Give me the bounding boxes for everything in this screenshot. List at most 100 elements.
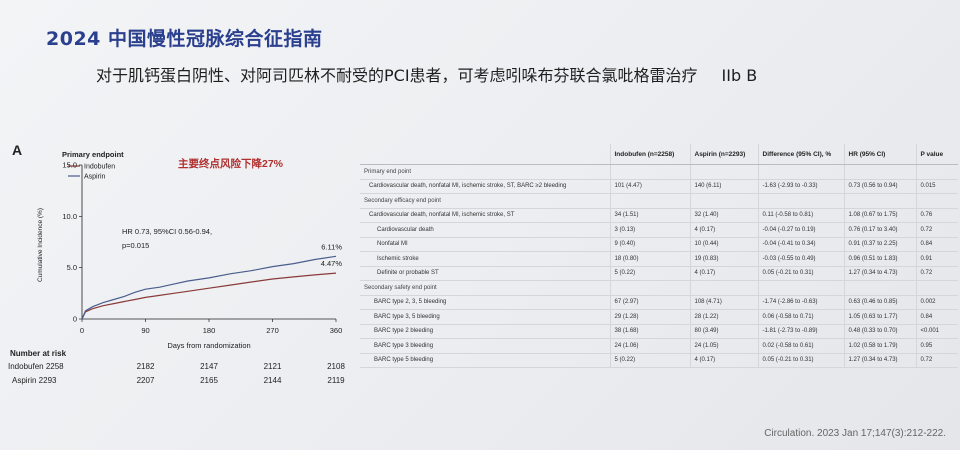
table-cell: 0.002 [915, 295, 958, 310]
table-section-row: Secondary efficacy end point [360, 193, 958, 209]
table-section-row: Primary end point [360, 164, 958, 180]
table-cell: 0.84 [915, 237, 958, 252]
risk-table-title: Number at risk [10, 349, 67, 358]
table-row-label: Secondary efficacy end point [360, 193, 610, 209]
table-cell: 4 (0.17) [689, 353, 758, 368]
x-tick-label: 270 [266, 326, 279, 335]
table-header-difference: Difference (95% CI), % [757, 144, 844, 165]
table-cell [689, 193, 758, 209]
table-row: Cardiovascular death, nonfatal MI, ische… [360, 208, 958, 223]
table-row-label: BARC type 5 bleeding [360, 353, 610, 368]
table-cell: 108 (4.71) [689, 295, 758, 310]
table-cell: 1.27 (0.34 to 4.73) [843, 266, 916, 281]
table-row-label: Definite or probable ST [360, 266, 610, 281]
table-row-label: BARC type 2 bleeding [360, 324, 610, 339]
recommendation-text: 对于肌钙蛋白阴性、对阿司匹林不耐受的PCI患者，可考虑吲哚布芬联合氯吡格雷治疗 I… [96, 62, 757, 86]
table-row: Definite or probable ST 5 (0.22) 4 (0.17) 0… [360, 266, 958, 281]
table-cell [915, 164, 958, 180]
table-cell: 28 (1.22) [689, 309, 758, 325]
table-cell: 101 (4.47) [609, 179, 690, 194]
risk-row-label: Indobufen 2258 [8, 362, 64, 371]
table-cell: 0.05 (-0.21 to 0.31) [757, 353, 844, 368]
table-row-label: BARC type 3, 5 bleeding [360, 309, 610, 325]
risk-value: 2147 [200, 362, 218, 371]
table-row: BARC type 5 bleeding 5 (0.22) 4 (0.17) 0.05… [360, 353, 958, 368]
table-row: BARC type 3, 5 bleeding 29 (1.28) 28 (1.22… [360, 309, 958, 325]
recommendation-statement: 对于肌钙蛋白阴性、对阿司匹林不耐受的PCI患者，可考虑吲哚布芬联合氯吡格雷治疗 [96, 66, 698, 85]
table-cell: 1.02 (0.58 to 1.79) [843, 338, 916, 354]
table-cell: 0.48 (0.33 to 0.70) [843, 324, 916, 339]
table-cell [757, 280, 844, 296]
table-header-indobufen: Indobufen (n=2258) [609, 144, 690, 165]
y-tick-label: 0 [73, 315, 77, 324]
legend: Indobufen Aspirin [68, 164, 115, 181]
table-cell: 140 (6.11) [689, 179, 758, 194]
table-cell: 38 (1.68) [609, 324, 690, 339]
table-cell: -0.04 (-0.27 to 0.19) [757, 222, 844, 238]
table-cell: <0.001 [915, 324, 958, 339]
table-cell: 0.63 (0.46 to 0.85) [843, 295, 916, 310]
risk-value: 2144 [263, 376, 282, 385]
y-tick-label: 10.0 [62, 212, 77, 221]
table-cell: 0.84 [915, 309, 958, 325]
table-row: Cardiovascular death, nonfatal MI, ische… [360, 179, 958, 194]
table-cell [915, 193, 958, 209]
end-label-indobufen: 4.47% [321, 259, 343, 268]
table-cell [689, 280, 758, 296]
table-cell: 4 (0.17) [689, 266, 758, 281]
table-cell: 4 (0.17) [689, 222, 758, 238]
citation: Circulation. 2023 Jan 17;147(3):212-222. [764, 428, 946, 439]
risk-value: 2165 [200, 376, 218, 385]
table-cell: 0.72 [915, 222, 958, 238]
x-tick-label: 360 [330, 326, 343, 335]
table-cell: -1.63 (-2.93 to -0.33) [757, 179, 844, 194]
table-cell [843, 193, 916, 209]
table-cell: 0.06 (-0.58 to 0.71) [757, 309, 844, 325]
p-value-text: p=0.015 [122, 241, 149, 250]
slide-title: 2024 中国慢性冠脉综合征指南 [46, 28, 323, 50]
table-row-label: Nonfatal MI [360, 237, 610, 252]
risk-reduction-annotation: 主要终点风险下降27% [178, 157, 284, 170]
table-row-label: Cardiovascular death, nonfatal MI, ische… [360, 179, 610, 194]
risk-value: 2207 [136, 376, 155, 385]
table-cell: 1.27 (0.34 to 4.73) [843, 353, 916, 368]
y-axis-label: Cumulative Incidence (%) [37, 208, 44, 282]
table-row-label: Cardiovascular death, nonfatal MI, ische… [360, 208, 610, 223]
table-header-aspirin: Aspirin (n=2293) [689, 144, 758, 165]
table-row: BARC type 3 bleeding 24 (1.06) 24 (1.05) 0.… [360, 338, 958, 354]
table-cell: 0.05 (-0.21 to 0.31) [757, 266, 844, 281]
table-body: Primary end point Cardiovascular death, n… [360, 164, 958, 368]
table-cell: 24 (1.06) [609, 338, 690, 354]
risk-value: 2121 [263, 362, 282, 371]
hr-text: HR 0.73, 95%CI 0.56-0.94, [122, 227, 212, 236]
table-cell: 24 (1.05) [689, 338, 758, 354]
table-header-row: Indobufen (n=2258) Aspirin (n=2293) Diff… [360, 144, 958, 165]
table-cell: 0.76 (0.17 to 3.40) [843, 222, 916, 238]
risk-row-label: Aspirin 2293 [12, 376, 57, 385]
x-tick-label: 0 [80, 326, 84, 335]
table-cell [609, 280, 690, 296]
table-cell [843, 164, 916, 180]
table-cell: 19 (0.83) [689, 251, 758, 267]
table-header-hr: HR (95% CI) [843, 144, 916, 165]
table-cell: 5 (0.22) [609, 353, 690, 368]
table-cell: 0.91 (0.37 to 2.25) [843, 237, 916, 252]
table-cell: 0.91 [915, 251, 958, 267]
table-cell: -0.04 (-0.41 to 0.34) [757, 237, 844, 252]
table-cell: 0.73 (0.56 to 0.94) [843, 179, 916, 194]
table-cell: 34 (1.51) [609, 208, 690, 223]
table-cell [757, 164, 844, 180]
risk-value: 2108 [327, 362, 345, 371]
end-label-aspirin: 6.11% [321, 242, 342, 251]
table-header-p-value: P value [915, 144, 958, 165]
table-cell: 32 (1.40) [689, 208, 758, 223]
table-cell: 0.76 [915, 208, 958, 223]
series-line-indobufen [81, 272, 337, 320]
y-tick-label: 5.0 [67, 263, 77, 272]
km-chart: Primary endpoint Indobufen Aspirin 主要终点风… [37, 150, 343, 350]
risk-value: 2119 [327, 376, 345, 385]
table-cell: 0.015 [915, 179, 958, 194]
x-tick-label: 180 [203, 326, 216, 335]
table-cell: 0.96 (0.51 to 1.83) [843, 251, 916, 267]
table-cell: 1.05 (0.63 to 1.77) [843, 309, 916, 325]
